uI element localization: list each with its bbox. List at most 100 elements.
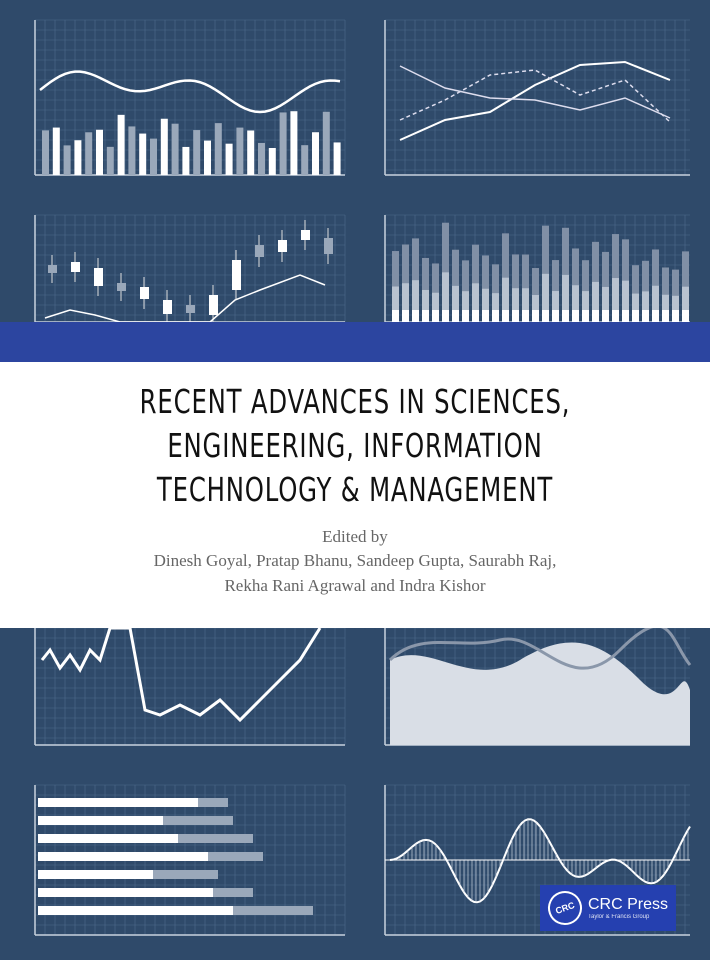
- bar: [502, 277, 509, 322]
- bar: [333, 142, 341, 175]
- candle: [48, 265, 57, 273]
- bar: [572, 310, 579, 322]
- crc-logo-mark: CRC: [543, 886, 587, 930]
- bar: [552, 291, 559, 322]
- bar: [522, 310, 529, 322]
- bar: [74, 140, 82, 175]
- bar: [462, 310, 469, 322]
- hbar: [38, 798, 198, 807]
- bar: [612, 278, 619, 322]
- bar: [622, 310, 629, 322]
- bar: [63, 145, 71, 175]
- hbar: [38, 888, 213, 897]
- bar: [117, 114, 125, 175]
- bar: [682, 286, 689, 322]
- candle: [232, 260, 241, 290]
- bar: [402, 310, 409, 322]
- hbar: [38, 834, 178, 843]
- bar: [632, 293, 639, 322]
- bar: [290, 111, 298, 175]
- editors-line: Rekha Rani Agrawal and Indra Kishor: [224, 576, 486, 595]
- bar: [247, 130, 255, 175]
- series-line: [399, 60, 671, 141]
- candle: [209, 295, 218, 315]
- bar: [562, 310, 569, 322]
- title-line: RECENT ADVANCES IN SCIENCES,: [139, 382, 571, 421]
- bar: [392, 286, 399, 322]
- bar: [214, 123, 222, 175]
- blue-band: [0, 322, 710, 362]
- bar: [452, 285, 459, 322]
- title-line: TECHNOLOGY & MANAGEMENT: [156, 470, 554, 509]
- bar: [204, 140, 211, 175]
- bar: [652, 310, 659, 322]
- bar: [472, 283, 479, 322]
- bar: [662, 310, 669, 322]
- bar: [139, 133, 147, 175]
- series-line: [399, 65, 671, 119]
- bar: [492, 310, 499, 322]
- bar: [96, 129, 103, 175]
- publisher-tagline: Taylor & Francis Group: [588, 914, 650, 920]
- candle: [117, 283, 126, 291]
- bar: [452, 310, 459, 322]
- bar: [432, 292, 439, 322]
- candle: [324, 238, 333, 254]
- bar: [602, 286, 609, 322]
- bar: [412, 280, 419, 322]
- bar: [482, 310, 489, 322]
- bar: [672, 310, 679, 322]
- bar: [225, 143, 233, 175]
- bar: [412, 310, 419, 322]
- bar: [160, 118, 168, 175]
- bar: [582, 310, 589, 322]
- title-panel: RECENT ADVANCES IN SCIENCES, ENGINEERING…: [0, 362, 710, 628]
- bar: [392, 310, 399, 322]
- candle: [94, 268, 103, 286]
- bar: [582, 291, 589, 322]
- bar: [642, 291, 649, 322]
- bar: [422, 310, 429, 322]
- bar: [128, 126, 136, 175]
- bar: [150, 138, 157, 175]
- bar: [572, 285, 579, 322]
- bar: [268, 147, 276, 175]
- bar: [442, 272, 449, 322]
- bar: [662, 294, 669, 322]
- candle: [163, 300, 172, 314]
- bar: [52, 127, 60, 175]
- hbar: [38, 870, 153, 879]
- candle: [255, 245, 264, 257]
- candle: [71, 262, 80, 272]
- bar: [236, 127, 244, 175]
- bar: [642, 310, 649, 322]
- edited-by-label: Edited by: [322, 527, 388, 546]
- bar: [542, 310, 549, 322]
- bar: [612, 310, 619, 322]
- bar: [322, 111, 330, 175]
- bar: [512, 288, 519, 322]
- bar: [42, 130, 49, 175]
- bar: [552, 310, 559, 322]
- publisher-logo: CRC CRC Press Taylor & Francis Group: [540, 885, 676, 931]
- bar: [522, 288, 529, 322]
- bar: [402, 283, 409, 322]
- bar: [182, 146, 190, 175]
- bar: [682, 310, 689, 322]
- candle: [186, 305, 195, 313]
- bar: [512, 310, 519, 322]
- hbar: [38, 906, 233, 915]
- hbar: [38, 852, 208, 861]
- bar: [622, 280, 629, 322]
- bar: [492, 293, 499, 322]
- bar: [672, 295, 679, 322]
- bar: [472, 310, 479, 322]
- bar: [592, 281, 599, 322]
- bar: [258, 142, 265, 175]
- candle: [301, 230, 310, 240]
- wave-line: [39, 70, 341, 114]
- bar: [592, 310, 599, 322]
- bar: [442, 310, 449, 322]
- book-title: RECENT ADVANCES IN SCIENCES, ENGINEERING…: [64, 380, 646, 512]
- bar: [462, 291, 469, 322]
